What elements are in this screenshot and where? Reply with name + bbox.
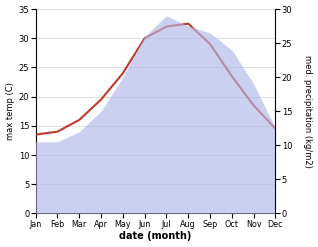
X-axis label: date (month): date (month) xyxy=(119,231,192,242)
Y-axis label: med. precipitation (kg/m2): med. precipitation (kg/m2) xyxy=(303,55,313,168)
Y-axis label: max temp (C): max temp (C) xyxy=(5,82,15,140)
